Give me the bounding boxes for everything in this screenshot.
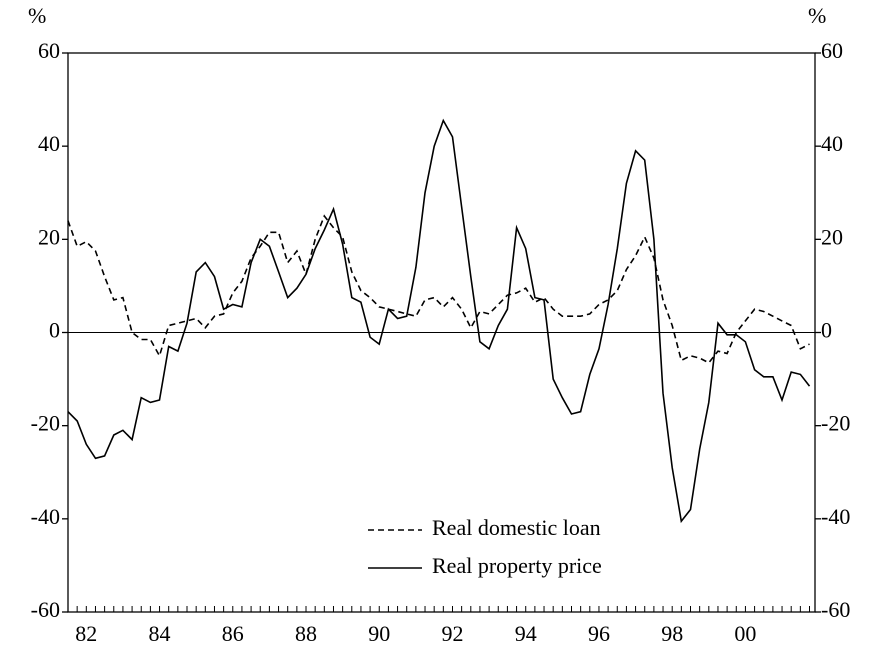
x-tick-label: 88 bbox=[295, 621, 317, 646]
y-tick-label: 20 bbox=[38, 224, 60, 249]
y2-tick-label: -20 bbox=[821, 411, 850, 436]
series-line bbox=[67, 214, 810, 364]
y-axis-label: % bbox=[28, 3, 46, 28]
x-tick-label: 82 bbox=[75, 621, 97, 646]
y-tick-label: -20 bbox=[31, 411, 60, 436]
y-tick-label: 40 bbox=[38, 131, 60, 156]
y2-tick-label: 40 bbox=[821, 131, 843, 156]
y-tick-label: 60 bbox=[38, 38, 60, 63]
x-tick-label: 92 bbox=[441, 621, 463, 646]
x-tick-label: 96 bbox=[588, 621, 610, 646]
x-tick-label: 00 bbox=[734, 621, 756, 646]
y2-tick-label: -60 bbox=[821, 597, 850, 622]
y-tick-label: -40 bbox=[31, 504, 60, 529]
y2-tick-label: 60 bbox=[821, 38, 843, 63]
x-tick-label: 90 bbox=[368, 621, 390, 646]
y-tick-label: 0 bbox=[49, 318, 60, 343]
y2-axis-label: % bbox=[808, 3, 826, 28]
y2-tick-label: -40 bbox=[821, 504, 850, 529]
series-line bbox=[67, 118, 811, 524]
legend-label: Real domestic loan bbox=[432, 515, 601, 540]
x-tick-label: 94 bbox=[515, 621, 537, 646]
y2-tick-label: 0 bbox=[821, 318, 832, 343]
x-tick-label: 86 bbox=[222, 621, 244, 646]
x-tick-label: 84 bbox=[149, 621, 171, 646]
x-tick-label: 98 bbox=[661, 621, 683, 646]
legend-label: Real property price bbox=[432, 553, 602, 578]
y-tick-label: -60 bbox=[31, 597, 60, 622]
y2-tick-label: 20 bbox=[821, 224, 843, 249]
